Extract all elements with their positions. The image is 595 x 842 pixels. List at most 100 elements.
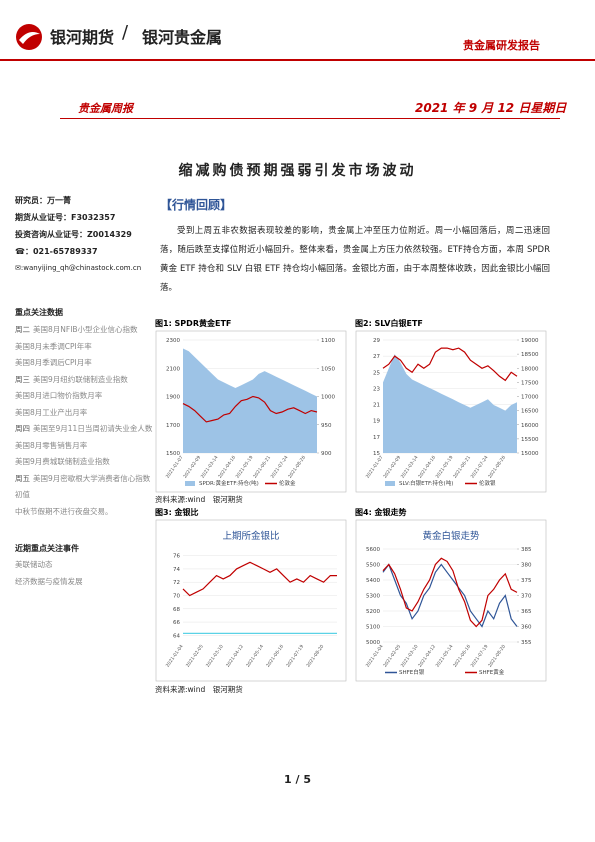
y-tick-label: 21 xyxy=(373,403,380,409)
y2-tick-label: 380 xyxy=(521,563,532,569)
events: 美联储动态 经济数据与疫情发展 xyxy=(15,557,153,590)
x-tick-label: 2021-08-20 xyxy=(487,644,507,669)
x-tick-label: 2021-01-07 xyxy=(365,455,385,480)
day: 周三 xyxy=(15,374,30,384)
item-text: 美国至9月11日当周初请失业金人数 xyxy=(33,424,153,433)
y-tick-label: 5200 xyxy=(366,609,380,615)
caption: 图1: SPDR黄金ETF xyxy=(155,318,231,328)
x-tick-label: 2021-05-19 xyxy=(235,455,255,480)
data-item: 中秋节假期不进行夜盘交易。 xyxy=(15,504,153,521)
y2-tick-label: 375 xyxy=(521,578,532,584)
x-tick-label: 2021-06-21 xyxy=(252,455,272,480)
y2-tick-label: 15500 xyxy=(521,437,539,443)
y-tick-label: 74 xyxy=(173,567,180,573)
line xyxy=(382,563,518,628)
x-tick-label: 2021-01-07 xyxy=(165,455,185,480)
sidebar-contact: 研究员：万一菁 期货从业证号：F3032357 投资咨询从业证号：Z001432… xyxy=(15,192,150,277)
y2-tick-label: 15000 xyxy=(521,451,539,457)
sub-brand: 银河贵金属 xyxy=(142,28,223,47)
y-tick-label: 1500 xyxy=(166,451,180,457)
y2-tick-label: 385 xyxy=(521,547,532,553)
x-tick-label: 2021-04-12 xyxy=(225,644,245,669)
x-tick-label: 2021-01-04 xyxy=(165,644,185,669)
y-tick-label: 17 xyxy=(373,435,380,441)
chart: 图1: SPDR黄金ETF 1500 1700 1900 2100 2300 900 950 1… xyxy=(155,318,347,493)
area xyxy=(183,348,317,453)
x-tick-label: 2021-07-24 xyxy=(470,455,490,480)
y-tick-label: 68 xyxy=(173,607,180,613)
title: 缩减购债预期强弱引发市场波动 xyxy=(178,163,417,179)
line xyxy=(382,347,518,382)
caption: 图2: SLV白银ETF xyxy=(355,318,423,328)
x-tick-label: 2021-08-26 xyxy=(287,455,307,480)
brand: 银河期货 xyxy=(50,28,115,47)
y-tick-label: 64 xyxy=(173,633,180,639)
item-text: 美国8月NFIB小型企业信心指数 xyxy=(33,325,138,334)
y-tick-label: 5600 xyxy=(366,547,380,553)
section: 贵金属周报 xyxy=(78,102,133,115)
data-item: 美国8月工业产出月率 xyxy=(15,405,153,422)
frame xyxy=(355,330,547,493)
consult: 投资咨询从业证号：Z0014329 xyxy=(15,230,132,239)
day: 周五 xyxy=(15,473,30,483)
data-item: 美国8月未季调CPI年率 xyxy=(15,339,153,356)
x-tick-label: 2021-02-09 xyxy=(182,455,202,480)
events-heading: 近期重点关注事件 xyxy=(15,544,79,553)
y-tick-label: 19 xyxy=(373,419,380,425)
y-tick-label: 25 xyxy=(373,370,380,376)
x-tick-label: 2021-05-14 xyxy=(245,644,265,669)
y-tick-label: 27 xyxy=(373,354,380,360)
x-tick-label: 2021-08-26 xyxy=(487,455,507,480)
y-tick-label: 5000 xyxy=(366,640,380,646)
legend-label: SHFE黄金 xyxy=(479,668,505,676)
x-tick-label: 2021-05-14 xyxy=(435,644,455,669)
x-tick-label: 2021-06-21 xyxy=(452,455,472,480)
x-tick-label: 2021-04-16 xyxy=(217,455,237,480)
caption: 图4: 金银走势 xyxy=(355,507,407,517)
paragraph: 受到上周五非农数据表现较差的影响，贵金属上冲至压力位附近。周一小幅回落后，周二迅… xyxy=(160,226,550,293)
x-tick-label: 2021-04-12 xyxy=(417,644,437,669)
y2-tick-label: 360 xyxy=(521,625,532,631)
x-tick-label: 2021-02-05 xyxy=(382,644,402,669)
x-tick-label: 2021-04-16 xyxy=(417,455,437,480)
x-tick-label: 2021-03-14 xyxy=(400,455,420,480)
data-item: 美国8月季调后CPI月率 xyxy=(15,355,153,372)
day: 周四 xyxy=(15,424,30,433)
chart-title: 上期所金银比 xyxy=(222,530,279,542)
y-tick-label: 5500 xyxy=(366,563,380,569)
caption: 图3: 金银比 xyxy=(155,507,199,517)
source: 资料来源:wind 银河期货 xyxy=(155,495,243,504)
data-items: 周二 美国8月NFIB小型企业信心指数 美国8月未季调CPI年率美国8月季调后CPI… xyxy=(15,322,153,520)
y2-tick-label: 370 xyxy=(521,594,532,600)
x-tick-label: 2021-07-19 xyxy=(285,644,305,669)
y2-tick-label: 18000 xyxy=(521,366,539,372)
y2-tick-label: 17000 xyxy=(521,395,539,401)
slash: / xyxy=(122,22,129,43)
license: 期货从业证号：F3032357 xyxy=(15,213,116,222)
logo xyxy=(16,24,42,50)
rule xyxy=(60,118,560,119)
legend-label: 伦敦银 xyxy=(479,479,496,487)
y-tick-label: 1700 xyxy=(166,423,180,429)
data-item: 周二 美国8月NFIB小型企业信心指数 xyxy=(15,322,153,339)
data-item: 周三 美国9月纽约联储制造业指数 xyxy=(15,372,153,389)
x-tick-label: 2021-07-24 xyxy=(270,455,290,480)
y-tick-label: 2300 xyxy=(166,338,180,344)
item-text: 美国8月季调后CPI月率 xyxy=(15,358,92,367)
report-type: 贵金属研发报告 xyxy=(463,39,540,52)
frame xyxy=(355,519,547,682)
y2-tick-label: 355 xyxy=(521,640,532,646)
y2-tick-label: 1000 xyxy=(321,395,335,401)
researcher: 研究员：万一菁 xyxy=(15,196,71,205)
phone: ☎：021-65789337 xyxy=(15,247,98,256)
data-item: 美国8月零售销售月率 xyxy=(15,438,153,455)
y-tick-label: 29 xyxy=(373,338,380,344)
item-text: 美国9月密歇根大学消费者信心指数初值 xyxy=(15,473,151,500)
y-tick-label: 15 xyxy=(373,451,380,457)
legend-label: 伦敦金 xyxy=(279,479,296,487)
event: 美联储动态 xyxy=(15,560,53,569)
source: 资料来源:wind 银河期货 xyxy=(155,685,243,694)
